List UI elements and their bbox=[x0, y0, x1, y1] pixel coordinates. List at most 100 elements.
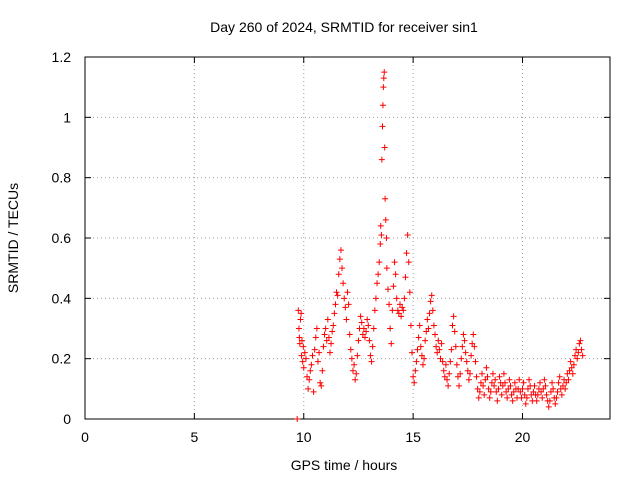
data-point bbox=[451, 328, 458, 335]
data-point bbox=[409, 349, 416, 356]
data-point bbox=[545, 403, 552, 410]
data-point bbox=[331, 310, 338, 317]
data-point bbox=[570, 361, 577, 368]
data-point bbox=[447, 358, 454, 365]
data-point bbox=[480, 382, 487, 389]
data-point bbox=[463, 358, 470, 365]
data-point bbox=[550, 385, 557, 392]
data-point bbox=[456, 382, 463, 389]
data-point bbox=[295, 325, 302, 332]
data-point bbox=[392, 271, 399, 278]
data-point bbox=[518, 394, 525, 401]
data-point bbox=[425, 325, 432, 332]
data-point bbox=[335, 271, 342, 278]
data-point bbox=[538, 388, 545, 395]
data-point bbox=[485, 385, 492, 392]
data-point bbox=[574, 355, 581, 362]
data-point bbox=[362, 334, 368, 341]
data-point bbox=[457, 370, 464, 377]
data-point bbox=[346, 331, 353, 338]
data-point bbox=[565, 376, 572, 383]
data-point bbox=[537, 379, 543, 386]
data-point bbox=[486, 394, 493, 401]
y-axis-label: SRMTID / TECUs bbox=[5, 183, 21, 293]
data-point bbox=[469, 340, 476, 347]
data-point bbox=[298, 352, 305, 359]
data-point bbox=[563, 379, 570, 386]
data-point bbox=[404, 231, 411, 238]
data-point bbox=[553, 394, 560, 401]
data-point bbox=[429, 307, 436, 314]
data-point bbox=[376, 259, 383, 266]
data-point bbox=[300, 343, 307, 350]
data-point bbox=[354, 352, 361, 359]
data-point bbox=[477, 379, 484, 386]
data-point bbox=[567, 358, 574, 365]
data-point bbox=[475, 394, 482, 401]
data-point bbox=[422, 337, 429, 344]
x-tick-label: 5 bbox=[190, 429, 198, 445]
data-point bbox=[299, 358, 306, 365]
data-point bbox=[321, 331, 328, 338]
data-point bbox=[394, 307, 401, 314]
data-point bbox=[309, 352, 316, 359]
data-point bbox=[516, 376, 523, 383]
data-point bbox=[526, 376, 533, 383]
data-point bbox=[337, 247, 344, 254]
data-point bbox=[476, 388, 483, 395]
data-series bbox=[294, 69, 586, 422]
data-point bbox=[449, 322, 456, 329]
data-point bbox=[399, 304, 406, 311]
data-point bbox=[533, 397, 540, 404]
data-point bbox=[559, 382, 566, 389]
data-point bbox=[355, 337, 362, 344]
data-point bbox=[488, 379, 495, 386]
data-point bbox=[578, 346, 585, 353]
x-tick-label: 15 bbox=[405, 429, 421, 445]
data-point bbox=[510, 388, 517, 395]
data-point bbox=[473, 373, 480, 380]
data-point bbox=[470, 331, 477, 338]
data-point bbox=[445, 382, 452, 389]
data-point bbox=[358, 319, 365, 326]
data-point bbox=[318, 382, 325, 389]
data-point bbox=[364, 316, 371, 323]
data-point bbox=[484, 373, 491, 380]
data-point bbox=[577, 337, 584, 344]
data-point bbox=[308, 361, 315, 368]
data-point bbox=[336, 256, 343, 263]
data-point bbox=[493, 388, 500, 395]
data-point bbox=[440, 367, 447, 374]
data-point bbox=[555, 379, 562, 386]
data-point bbox=[491, 382, 498, 389]
data-point bbox=[357, 313, 364, 320]
data-point bbox=[421, 355, 428, 362]
data-point bbox=[546, 397, 553, 404]
data-point bbox=[448, 346, 455, 353]
data-point bbox=[539, 394, 546, 401]
data-point bbox=[344, 289, 351, 296]
data-point bbox=[305, 385, 312, 392]
data-point bbox=[576, 340, 583, 347]
data-point bbox=[468, 352, 475, 359]
data-point bbox=[388, 340, 395, 347]
data-point bbox=[439, 358, 446, 365]
data-point bbox=[458, 355, 465, 362]
data-point bbox=[413, 358, 420, 365]
data-point bbox=[340, 280, 347, 287]
data-point bbox=[415, 334, 422, 341]
data-point bbox=[454, 373, 461, 380]
data-point bbox=[434, 349, 441, 356]
data-point bbox=[479, 370, 486, 377]
data-point bbox=[465, 376, 472, 383]
data-point bbox=[412, 367, 419, 374]
data-point bbox=[441, 373, 448, 380]
data-point bbox=[442, 361, 449, 368]
data-point bbox=[360, 325, 367, 332]
data-point bbox=[401, 295, 408, 302]
data-point bbox=[511, 379, 518, 386]
data-point bbox=[472, 358, 479, 365]
data-point bbox=[509, 397, 516, 404]
data-point bbox=[416, 322, 423, 329]
data-point bbox=[519, 385, 526, 392]
